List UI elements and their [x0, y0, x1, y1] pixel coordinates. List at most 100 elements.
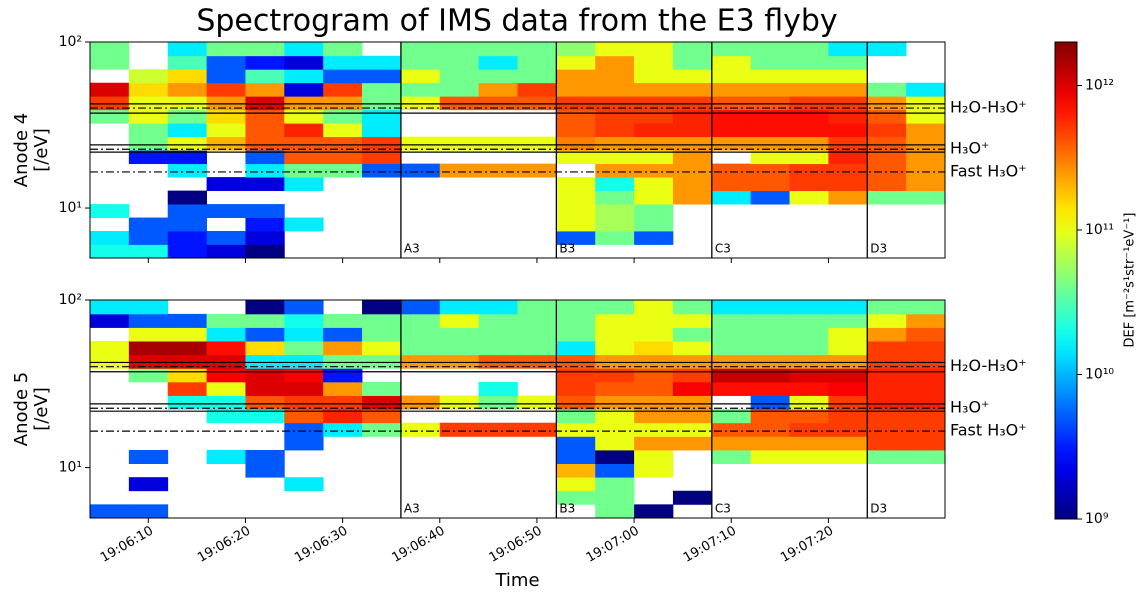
cell [90, 110, 129, 124]
cell [751, 396, 790, 410]
cell [790, 314, 829, 328]
cell [168, 218, 207, 232]
cell [790, 42, 829, 56]
cell [751, 368, 790, 382]
cell [518, 423, 557, 437]
cell [245, 368, 284, 382]
cell [556, 204, 595, 218]
event-label: C3 [715, 242, 731, 256]
cell [790, 56, 829, 70]
cell [634, 110, 673, 124]
event-label: C3 [715, 502, 731, 516]
cell [168, 137, 207, 151]
cell [168, 83, 207, 97]
cell [673, 137, 712, 151]
cell [828, 300, 867, 314]
cell [595, 191, 634, 205]
cell [673, 83, 712, 97]
chart-title: Spectrogram of IMS data from the E3 flyb… [196, 4, 837, 39]
cell [284, 123, 323, 137]
cell [90, 56, 129, 70]
cell [556, 110, 595, 124]
cell [712, 191, 751, 205]
cell [207, 450, 246, 464]
cell [207, 314, 246, 328]
cell [673, 423, 712, 437]
cell [401, 423, 440, 437]
cell [634, 218, 673, 232]
cell [595, 137, 634, 151]
cell [595, 177, 634, 191]
cell [284, 218, 323, 232]
x-tick-label: 19:06:20 [195, 524, 253, 566]
cell [556, 218, 595, 232]
x-axis-label: Time [494, 570, 539, 591]
cell [362, 123, 401, 137]
cell [673, 164, 712, 178]
cell [362, 164, 401, 178]
cell [867, 423, 906, 437]
cell [440, 423, 479, 437]
cell [362, 314, 401, 328]
cell [284, 69, 323, 83]
cell [362, 341, 401, 355]
cell [323, 110, 362, 124]
cell [479, 314, 518, 328]
cell [207, 110, 246, 124]
cell [284, 164, 323, 178]
cell [207, 204, 246, 218]
cell [168, 56, 207, 70]
cell [284, 477, 323, 491]
cell [712, 314, 751, 328]
cell [828, 191, 867, 205]
cell [595, 123, 634, 137]
cell [751, 56, 790, 70]
colorbar-tick-label: 10¹⁰ [1085, 366, 1114, 382]
cell [906, 328, 945, 342]
cell [323, 328, 362, 342]
cell [479, 137, 518, 151]
cell [867, 341, 906, 355]
cell [245, 396, 284, 410]
cell [634, 83, 673, 97]
cell [595, 300, 634, 314]
cell [595, 423, 634, 437]
cell [168, 42, 207, 56]
y-axis-unit: [/eV] [31, 387, 52, 431]
cell [129, 328, 168, 342]
cell [634, 164, 673, 178]
cell [518, 83, 557, 97]
cell [906, 423, 945, 437]
cell [906, 436, 945, 450]
cell [207, 56, 246, 70]
chart: Spectrogram of IMS data from the E3 flyb… [0, 0, 1139, 594]
cell [401, 314, 440, 328]
cell [595, 436, 634, 450]
cell [284, 436, 323, 450]
colorbar-tick-label: 10¹¹ [1085, 222, 1114, 238]
cell [751, 191, 790, 205]
cell [790, 69, 829, 83]
cell [828, 83, 867, 97]
cell [284, 423, 323, 437]
cell [751, 423, 790, 437]
cell [712, 300, 751, 314]
cell [673, 314, 712, 328]
cell [712, 423, 751, 437]
colorbar [1055, 42, 1077, 519]
cell [673, 368, 712, 382]
cell [440, 396, 479, 410]
cell [595, 164, 634, 178]
cell [867, 177, 906, 191]
cell [556, 69, 595, 83]
cell [906, 382, 945, 396]
cell [867, 83, 906, 97]
cell [828, 314, 867, 328]
x-tick-label: 19:06:40 [389, 524, 447, 566]
cell [518, 164, 557, 178]
cell [245, 300, 284, 314]
cell [479, 328, 518, 342]
cell [168, 244, 207, 258]
cell [751, 123, 790, 137]
cell [440, 42, 479, 56]
